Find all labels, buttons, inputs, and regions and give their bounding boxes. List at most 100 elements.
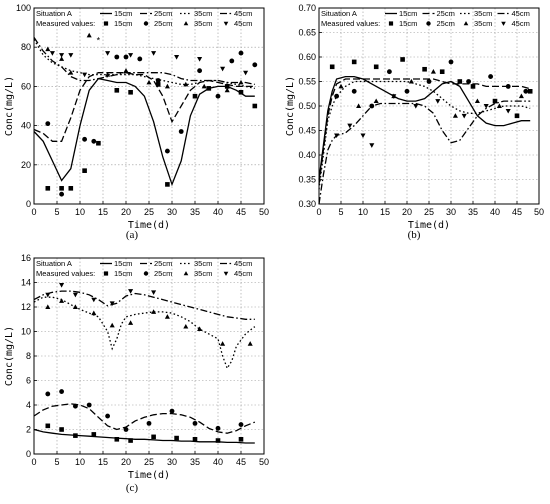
data-point-35cm [474, 98, 480, 104]
data-point-35cm [238, 79, 244, 85]
x-tick-label: 20 [121, 207, 131, 217]
y-tick-label: 0.55 [298, 77, 316, 87]
x-tick-label: 50 [259, 457, 269, 467]
data-point-15cm [82, 168, 87, 173]
y-tick-label: 16 [21, 253, 31, 263]
data-point-25cm [238, 50, 244, 56]
legend-line-label-35cm: 35cm [194, 259, 212, 268]
legend-marker-label-35cm: 35cm [194, 269, 212, 278]
data-point-45cm [483, 104, 489, 109]
series-line-25cm [318, 78, 531, 185]
data-point-25cm [215, 93, 221, 99]
data-point-25cm [252, 62, 258, 68]
data-point-35cm [105, 71, 111, 77]
panel-caption: (b) [408, 229, 421, 241]
axes: 0 5 10 15 20 25 30 35 40 45 50 0.30 0.35 0.40 0.45 0.50… [285, 3, 544, 231]
legend-line-label-25cm: 25cm [154, 259, 172, 268]
data-point-35cm [220, 341, 226, 346]
y-tick-label: 80 [21, 42, 31, 52]
data-point-15cm [155, 82, 161, 87]
data-point-25cm [45, 121, 51, 127]
legend-marker-swatch-15cm [103, 21, 109, 26]
grid-lines [34, 258, 264, 454]
panel-c-chart: 0 5 10 15 20 25 30 35 40 45 50 0 2 4 6 8 10 12 14 16 Time(d)… [4, 253, 269, 494]
grid-lines [34, 8, 264, 204]
data-point-45cm [391, 94, 397, 99]
data-point-35cm [59, 56, 65, 61]
data-point-45cm [369, 143, 375, 148]
data-point-25cm [369, 103, 375, 109]
legend-situation-label: Situation A [36, 259, 72, 268]
data-point-35cm [452, 113, 458, 118]
data-point-25cm [86, 402, 92, 408]
legend-measured-label: Measured values: [321, 19, 380, 28]
data-point-25cm [505, 83, 511, 89]
data-point-25cm [164, 148, 170, 154]
data-point-35cm [109, 322, 115, 328]
x-tick-label: 25 [144, 207, 154, 217]
legend-marker-label-35cm: 35cm [474, 19, 492, 28]
data-point-45cm [151, 290, 157, 295]
data-point-45cm [334, 133, 340, 139]
legend-line-label-15cm: 15cm [114, 259, 132, 268]
data-point-15cm [439, 69, 445, 74]
x-tick-label: 10 [75, 457, 85, 467]
legend-line-label-15cm: 15cm [114, 9, 132, 18]
data-point-35cm [373, 98, 379, 104]
data-point-15cm [400, 57, 405, 62]
series-curves [33, 290, 256, 444]
series-line-15cm [33, 428, 255, 444]
x-axis-label: Time(d) [128, 220, 170, 231]
x-tick-label: 0 [31, 207, 36, 217]
x-tick-label: 35 [190, 207, 200, 217]
x-tick-label: 35 [468, 207, 478, 217]
data-point-25cm [334, 93, 340, 99]
data-point-25cm [178, 129, 184, 134]
legend-marker-swatch-25cm [426, 21, 431, 26]
legend-marker-label-45cm: 45cm [234, 269, 252, 278]
y-axis-label: Conc(mg/L) [4, 76, 15, 136]
x-tick-label: 50 [259, 207, 269, 217]
data-point-15cm [192, 437, 198, 442]
data-point-35cm [68, 70, 74, 75]
data-point-15cm [252, 103, 258, 109]
x-tick-label: 15 [380, 207, 390, 217]
data-point-25cm [123, 54, 129, 60]
y-tick-label: 60 [21, 81, 31, 91]
data-point-45cm [174, 55, 180, 60]
measured-points [45, 32, 258, 197]
y-tick-label: 4 [26, 400, 31, 410]
data-point-35cm [197, 326, 203, 332]
legend-marker-swatch-45cm [223, 271, 229, 276]
data-point-35cm [518, 93, 524, 99]
data-point-15cm [114, 437, 120, 442]
data-point-25cm [91, 138, 97, 144]
data-point-45cm [59, 53, 65, 58]
data-point-25cm [197, 68, 203, 74]
y-tick-label: 14 [21, 278, 31, 288]
data-point-35cm [430, 69, 436, 74]
series-curves [318, 75, 531, 205]
legend-line-label-35cm: 35cm [474, 9, 492, 18]
data-point-35cm [164, 83, 170, 89]
legend-marker-swatch-45cm [501, 21, 506, 26]
x-tick-label: 25 [424, 207, 434, 217]
x-tick-label: 20 [402, 207, 412, 217]
legend-marker-swatch-35cm [183, 21, 189, 26]
data-point-35cm [128, 320, 134, 325]
data-point-15cm [59, 186, 64, 191]
y-tick-label: 0.70 [298, 3, 316, 13]
legend-situation-label: Situation A [321, 9, 357, 18]
x-tick-label: 0 [31, 457, 36, 467]
y-tick-label: 6 [26, 376, 31, 386]
series-line-35cm [33, 296, 256, 370]
y-tick-label: 0 [26, 199, 31, 209]
panel-caption: (c) [126, 482, 139, 494]
data-point-45cm [128, 53, 134, 58]
data-point-15cm [215, 438, 221, 443]
series-line-45cm [318, 100, 531, 205]
data-point-45cm [68, 53, 74, 58]
data-point-25cm [426, 79, 432, 84]
